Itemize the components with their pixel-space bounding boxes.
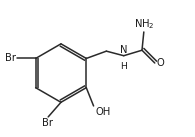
- Text: O: O: [157, 58, 164, 68]
- Text: Br: Br: [42, 118, 53, 128]
- Text: NH$_2$: NH$_2$: [134, 17, 154, 31]
- Text: N: N: [120, 45, 128, 55]
- Text: Br: Br: [5, 53, 16, 62]
- Text: OH: OH: [95, 107, 111, 117]
- Text: H: H: [120, 62, 127, 71]
